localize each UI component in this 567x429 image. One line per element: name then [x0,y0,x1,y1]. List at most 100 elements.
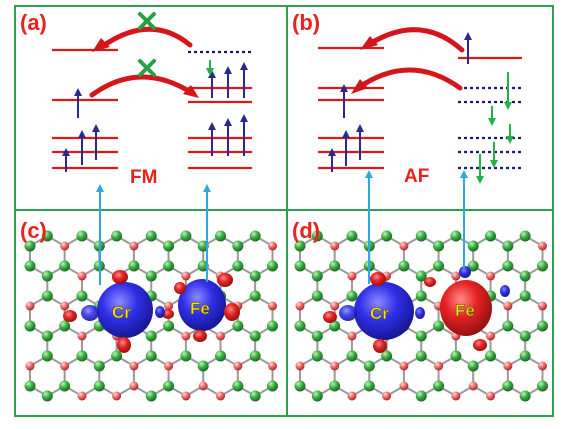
red-lobe [370,272,386,286]
carbon-atom [433,380,445,392]
carbon-atom [163,380,175,392]
red-lobe [424,277,436,287]
nitrogen-atom [129,241,139,251]
hop-arrowhead-lower [351,79,368,94]
nitrogen-atom [486,391,496,401]
energy-levels [52,46,522,170]
carbon-atom [249,390,261,402]
cr-spin-density-lobe-side [339,305,357,321]
carbon-atom [294,320,306,332]
nitrogen-atom [25,361,35,371]
carbon-atom [346,290,358,302]
carbon-atom [502,320,514,332]
carbon-atom [163,260,175,272]
red-lobe [117,337,131,353]
carbon-atom [519,290,531,302]
carbon-atom [415,230,427,242]
carbon-atom [536,380,548,392]
nitrogen-atom [112,391,122,401]
red-lobe [193,330,207,342]
nitrogen-atom [330,241,340,251]
panel-frames [14,5,554,417]
carbon-atom [311,390,323,402]
carbon-atom [76,230,88,242]
state-label-fm: FM [130,167,157,188]
red-lobe [217,273,233,287]
nitrogen-atom [382,391,392,401]
carbon-atom [536,260,548,272]
carbon-atom [24,320,36,332]
nitrogen-atom [451,271,461,281]
panel-label-d: (d) [292,218,320,243]
carbon-atom [467,260,479,272]
nitrogen-atom [267,301,277,311]
red-lobe [224,303,240,321]
carbon-atom [180,350,192,362]
blue-lobe [459,266,471,278]
carbon-atom [433,240,445,252]
state-label-af: AF [404,166,429,187]
nitrogen-atom [399,241,409,251]
nitrogen-atom [399,361,409,371]
carbon-atom [41,330,53,342]
carbon-atom [41,230,53,242]
carbon-atom [111,230,123,242]
carbon-atom [329,320,341,332]
nitrogen-atom [60,361,70,371]
nitrogen-atom [347,391,357,401]
carbon-atom [215,350,227,362]
nitrogen-atom [233,361,243,371]
nitrogen-atom [330,361,340,371]
nitrogen-atom [60,241,70,251]
carbon-atom [24,240,36,252]
carbon-atom [24,260,36,272]
carbon-atom [163,320,175,332]
carbon-atom [415,330,427,342]
carbon-atom [294,380,306,392]
nitrogen-atom [486,271,496,281]
carbon-atom [311,350,323,362]
carbon-atom [346,230,358,242]
carbon-atom [363,360,375,372]
carbon-atom [502,260,514,272]
carbon-atom [519,390,531,402]
fe-spin-density-lobe [440,280,492,336]
atom-label-cr-c: Cr [112,303,131,322]
carbon-atom [197,360,209,372]
carbon-atom [145,390,157,402]
nitrogen-atom [537,241,547,251]
fe-spin-density-lobe [178,279,226,331]
nitrogen-atom [60,301,70,311]
carbon-atom [485,350,497,362]
carbon-atom [41,350,53,362]
nitrogen-atom [347,331,357,341]
carbon-atom [232,240,244,252]
nitrogen-atom [451,391,461,401]
carbon-atom [450,350,462,362]
nitrogen-atom [77,271,87,281]
carbon-atom [311,270,323,282]
red-lobe [174,282,186,294]
carbon-atom [24,380,36,392]
carbon-atom [502,240,514,252]
nitrogen-atom [434,361,444,371]
nitrogen-atom [164,361,174,371]
atom-label-fe-c: Fe [190,299,210,318]
panel-label-a: (a) [20,10,47,35]
carbon-atom [197,240,209,252]
red-lobe [323,311,337,323]
cr-spin-density-lobe-side [81,305,99,321]
carbon-atom [232,260,244,272]
carbon-atom [249,330,261,342]
carbon-atom [502,380,514,392]
carbon-atom [519,230,531,242]
nitrogen-atom [181,271,191,281]
nitrogen-atom [537,301,547,311]
nitrogen-atom [216,331,226,341]
carbon-atom [59,380,71,392]
carbon-atom [41,390,53,402]
carbon-atom [485,230,497,242]
nitrogen-atom [267,361,277,371]
carbon-atom [450,230,462,242]
